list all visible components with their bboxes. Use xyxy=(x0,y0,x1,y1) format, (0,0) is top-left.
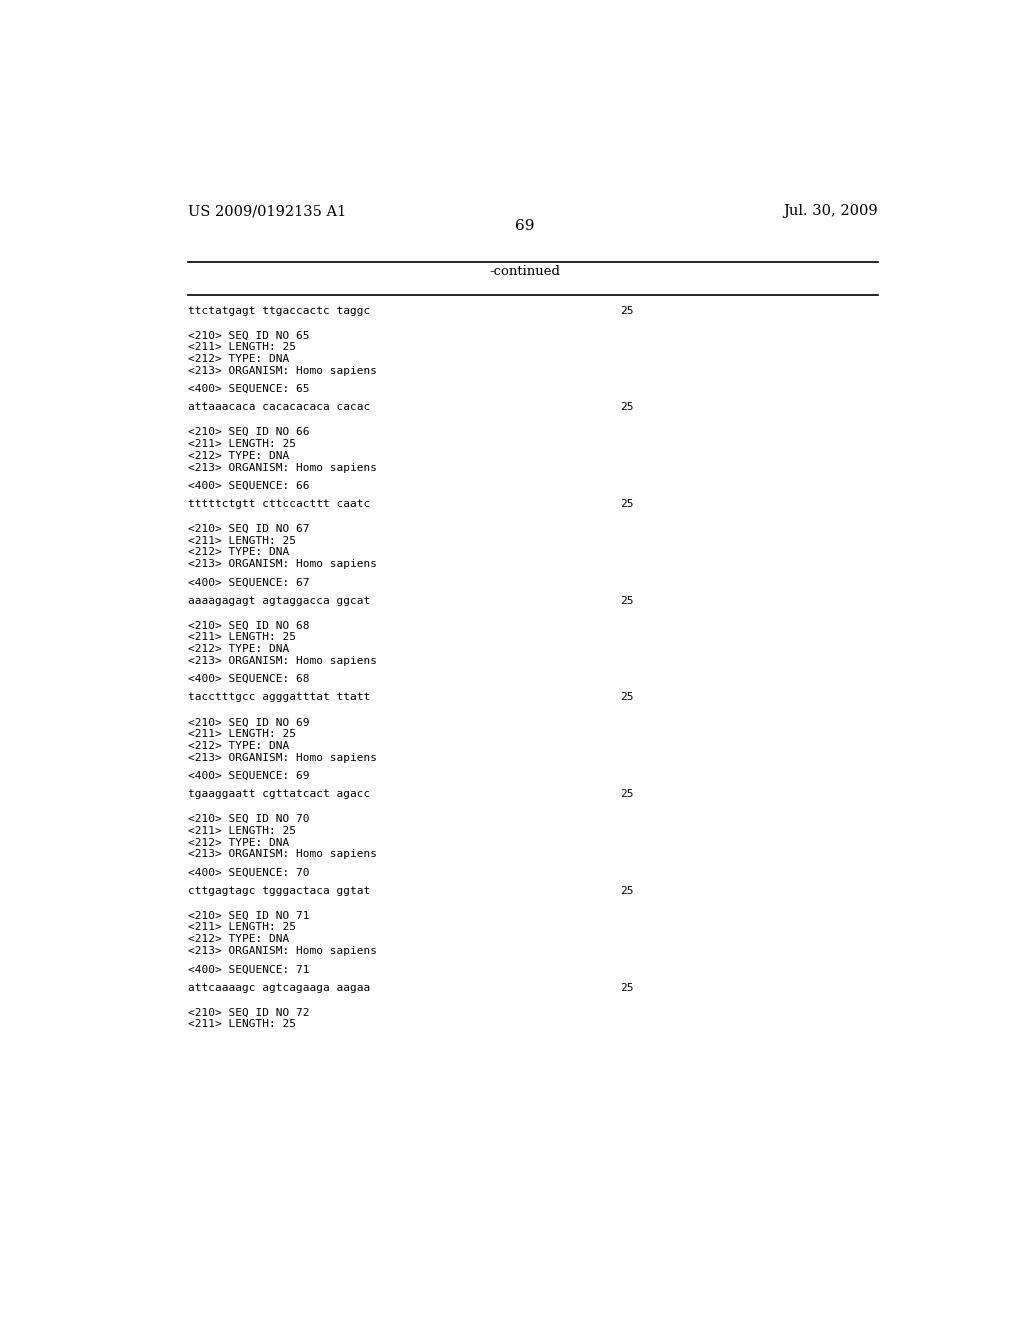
Text: <212> TYPE: DNA: <212> TYPE: DNA xyxy=(187,354,289,364)
Text: <400> SEQUENCE: 66: <400> SEQUENCE: 66 xyxy=(187,480,309,491)
Text: <211> LENGTH: 25: <211> LENGTH: 25 xyxy=(187,826,296,836)
Text: 25: 25 xyxy=(620,403,634,412)
Text: tttttctgtt cttccacttt caatc: tttttctgtt cttccacttt caatc xyxy=(187,499,370,510)
Text: <213> ORGANISM: Homo sapiens: <213> ORGANISM: Homo sapiens xyxy=(187,752,377,763)
Text: cttgagtagc tgggactaca ggtat: cttgagtagc tgggactaca ggtat xyxy=(187,886,370,896)
Text: <210> SEQ ID NO 69: <210> SEQ ID NO 69 xyxy=(187,717,309,727)
Text: <213> ORGANISM: Homo sapiens: <213> ORGANISM: Homo sapiens xyxy=(187,946,377,956)
Text: <400> SEQUENCE: 70: <400> SEQUENCE: 70 xyxy=(187,867,309,878)
Text: 25: 25 xyxy=(620,499,634,510)
Text: tgaaggaatt cgttatcact agacc: tgaaggaatt cgttatcact agacc xyxy=(187,789,370,799)
Text: <400> SEQUENCE: 69: <400> SEQUENCE: 69 xyxy=(187,771,309,781)
Text: <213> ORGANISM: Homo sapiens: <213> ORGANISM: Homo sapiens xyxy=(187,849,377,859)
Text: US 2009/0192135 A1: US 2009/0192135 A1 xyxy=(187,205,346,218)
Text: <210> SEQ ID NO 67: <210> SEQ ID NO 67 xyxy=(187,524,309,533)
Text: <212> TYPE: DNA: <212> TYPE: DNA xyxy=(187,837,289,847)
Text: <211> LENGTH: 25: <211> LENGTH: 25 xyxy=(187,1019,296,1030)
Text: <213> ORGANISM: Homo sapiens: <213> ORGANISM: Homo sapiens xyxy=(187,656,377,667)
Text: <400> SEQUENCE: 71: <400> SEQUENCE: 71 xyxy=(187,965,309,974)
Text: <400> SEQUENCE: 67: <400> SEQUENCE: 67 xyxy=(187,578,309,587)
Text: 69: 69 xyxy=(515,219,535,234)
Text: <212> TYPE: DNA: <212> TYPE: DNA xyxy=(187,741,289,751)
Text: <211> LENGTH: 25: <211> LENGTH: 25 xyxy=(187,342,296,352)
Text: 25: 25 xyxy=(620,886,634,896)
Text: <212> TYPE: DNA: <212> TYPE: DNA xyxy=(187,548,289,557)
Text: <211> LENGTH: 25: <211> LENGTH: 25 xyxy=(187,923,296,932)
Text: <400> SEQUENCE: 65: <400> SEQUENCE: 65 xyxy=(187,384,309,395)
Text: <213> ORGANISM: Homo sapiens: <213> ORGANISM: Homo sapiens xyxy=(187,366,377,376)
Text: 25: 25 xyxy=(620,789,634,799)
Text: <213> ORGANISM: Homo sapiens: <213> ORGANISM: Homo sapiens xyxy=(187,560,377,569)
Text: <210> SEQ ID NO 68: <210> SEQ ID NO 68 xyxy=(187,620,309,631)
Text: aaaagagagt agtaggacca ggcat: aaaagagagt agtaggacca ggcat xyxy=(187,595,370,606)
Text: <400> SEQUENCE: 68: <400> SEQUENCE: 68 xyxy=(187,675,309,684)
Text: <212> TYPE: DNA: <212> TYPE: DNA xyxy=(187,935,289,944)
Text: <211> LENGTH: 25: <211> LENGTH: 25 xyxy=(187,536,296,545)
Text: <210> SEQ ID NO 71: <210> SEQ ID NO 71 xyxy=(187,911,309,920)
Text: <210> SEQ ID NO 70: <210> SEQ ID NO 70 xyxy=(187,814,309,824)
Text: <210> SEQ ID NO 72: <210> SEQ ID NO 72 xyxy=(187,1007,309,1018)
Text: <212> TYPE: DNA: <212> TYPE: DNA xyxy=(187,451,289,461)
Text: 25: 25 xyxy=(620,595,634,606)
Text: <210> SEQ ID NO 65: <210> SEQ ID NO 65 xyxy=(187,330,309,341)
Text: attaaacaca cacacacaca cacac: attaaacaca cacacacaca cacac xyxy=(187,403,370,412)
Text: tacctttgcc agggatttat ttatt: tacctttgcc agggatttat ttatt xyxy=(187,693,370,702)
Text: <213> ORGANISM: Homo sapiens: <213> ORGANISM: Homo sapiens xyxy=(187,462,377,473)
Text: <210> SEQ ID NO 66: <210> SEQ ID NO 66 xyxy=(187,428,309,437)
Text: -continued: -continued xyxy=(489,265,560,279)
Text: Jul. 30, 2009: Jul. 30, 2009 xyxy=(783,205,878,218)
Text: ttctatgagt ttgaccactc taggc: ttctatgagt ttgaccactc taggc xyxy=(187,306,370,315)
Text: <211> LENGTH: 25: <211> LENGTH: 25 xyxy=(187,632,296,643)
Text: <211> LENGTH: 25: <211> LENGTH: 25 xyxy=(187,440,296,449)
Text: <212> TYPE: DNA: <212> TYPE: DNA xyxy=(187,644,289,655)
Text: 25: 25 xyxy=(620,306,634,315)
Text: <211> LENGTH: 25: <211> LENGTH: 25 xyxy=(187,729,296,739)
Text: 25: 25 xyxy=(620,693,634,702)
Text: attcaaaagc agtcagaaga aagaa: attcaaaagc agtcagaaga aagaa xyxy=(187,982,370,993)
Text: 25: 25 xyxy=(620,982,634,993)
